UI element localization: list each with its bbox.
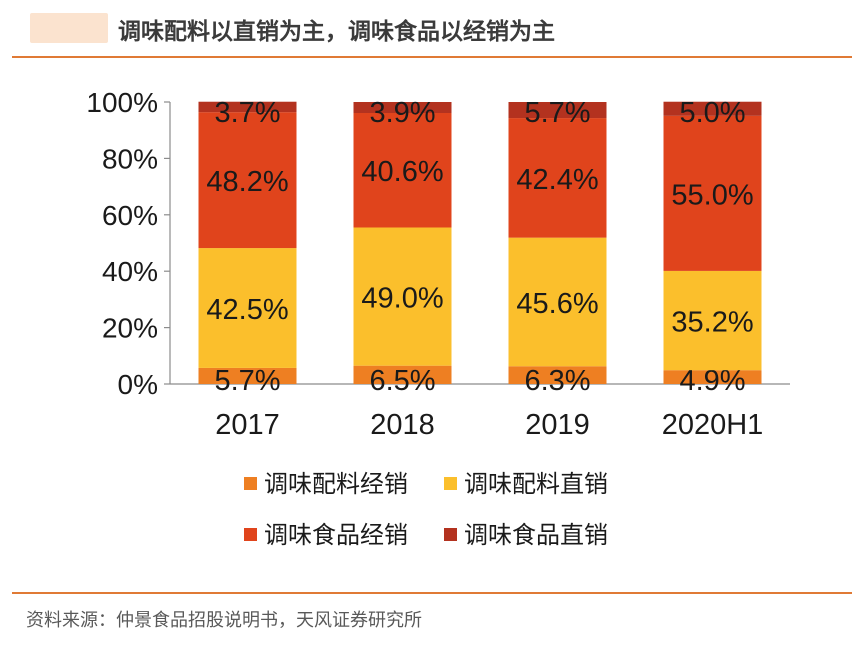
data-label: 55.0% [671,179,753,211]
bar-segment [353,227,452,366]
bar-segment [508,102,607,119]
bar-segment [508,237,607,367]
bar-segment [508,366,607,384]
bar-segment [353,365,452,384]
data-label: 40.6% [361,156,443,188]
x-tick-label: 2018 [370,409,435,441]
data-label: 6.5% [369,365,435,397]
data-label: 6.3% [524,365,590,397]
y-tick-label: 40% [102,256,158,287]
data-label: 4.9% [679,365,745,397]
data-label: 3.9% [369,97,435,129]
title-row: 调味配料以直销为主，调味食品以经销为主 [0,0,864,56]
stacked-bar-chart: 0% 20% 40% 60% 80% 100% 5.7% 42.5% 48.2% 3.7% 2017… [86,87,790,549]
data-label: 49.0% [361,283,443,315]
bar-segment [353,102,452,113]
data-label: 35.2% [671,307,753,339]
bar-segment [353,112,452,228]
bar-segment [198,112,297,249]
bottom-divider [12,592,852,594]
legend-swatch [244,528,257,541]
y-tick-label: 20% [102,313,158,344]
y-tick-label: 0% [118,369,158,400]
y-tick-label: 80% [102,143,158,174]
legend-label: 调味食品直销 [464,521,608,549]
legend-label: 调味配料经销 [264,470,408,498]
bar-segment [663,101,762,116]
x-tick-label: 2020H1 [662,409,764,441]
bar-segment [198,101,297,113]
y-tick-label: 100% [86,87,158,118]
top-divider [12,56,852,58]
bar-segment [663,270,762,371]
data-label: 5.7% [214,365,280,397]
bar-segment [663,115,762,271]
data-label: 45.6% [516,288,598,320]
bar-segment [198,248,297,368]
x-tick-label: 2019 [525,409,590,441]
data-label: 42.5% [206,294,288,326]
legend-label: 调味配料直销 [464,470,608,498]
source-note: 资料来源：仲景食品招股说明书，天风证券研究所 [26,610,422,631]
legend-swatch [444,528,457,541]
data-label: 42.4% [516,164,598,196]
legend-swatch [444,477,457,490]
figure-tag [30,13,108,43]
bar-segment [508,118,607,238]
data-label: 5.0% [679,97,745,129]
bar-segment [198,367,297,384]
chart-title: 调味配料以直销为主，调味食品以经销为主 [118,19,555,45]
data-label: 48.2% [206,166,288,198]
x-tick-label: 2017 [215,409,280,441]
y-tick-label: 60% [102,200,158,231]
bar-segment [663,370,762,384]
legend-swatch [244,477,257,490]
data-label: 3.7% [214,97,280,129]
legend-label: 调味食品经销 [264,521,408,549]
data-label: 5.7% [524,97,590,129]
